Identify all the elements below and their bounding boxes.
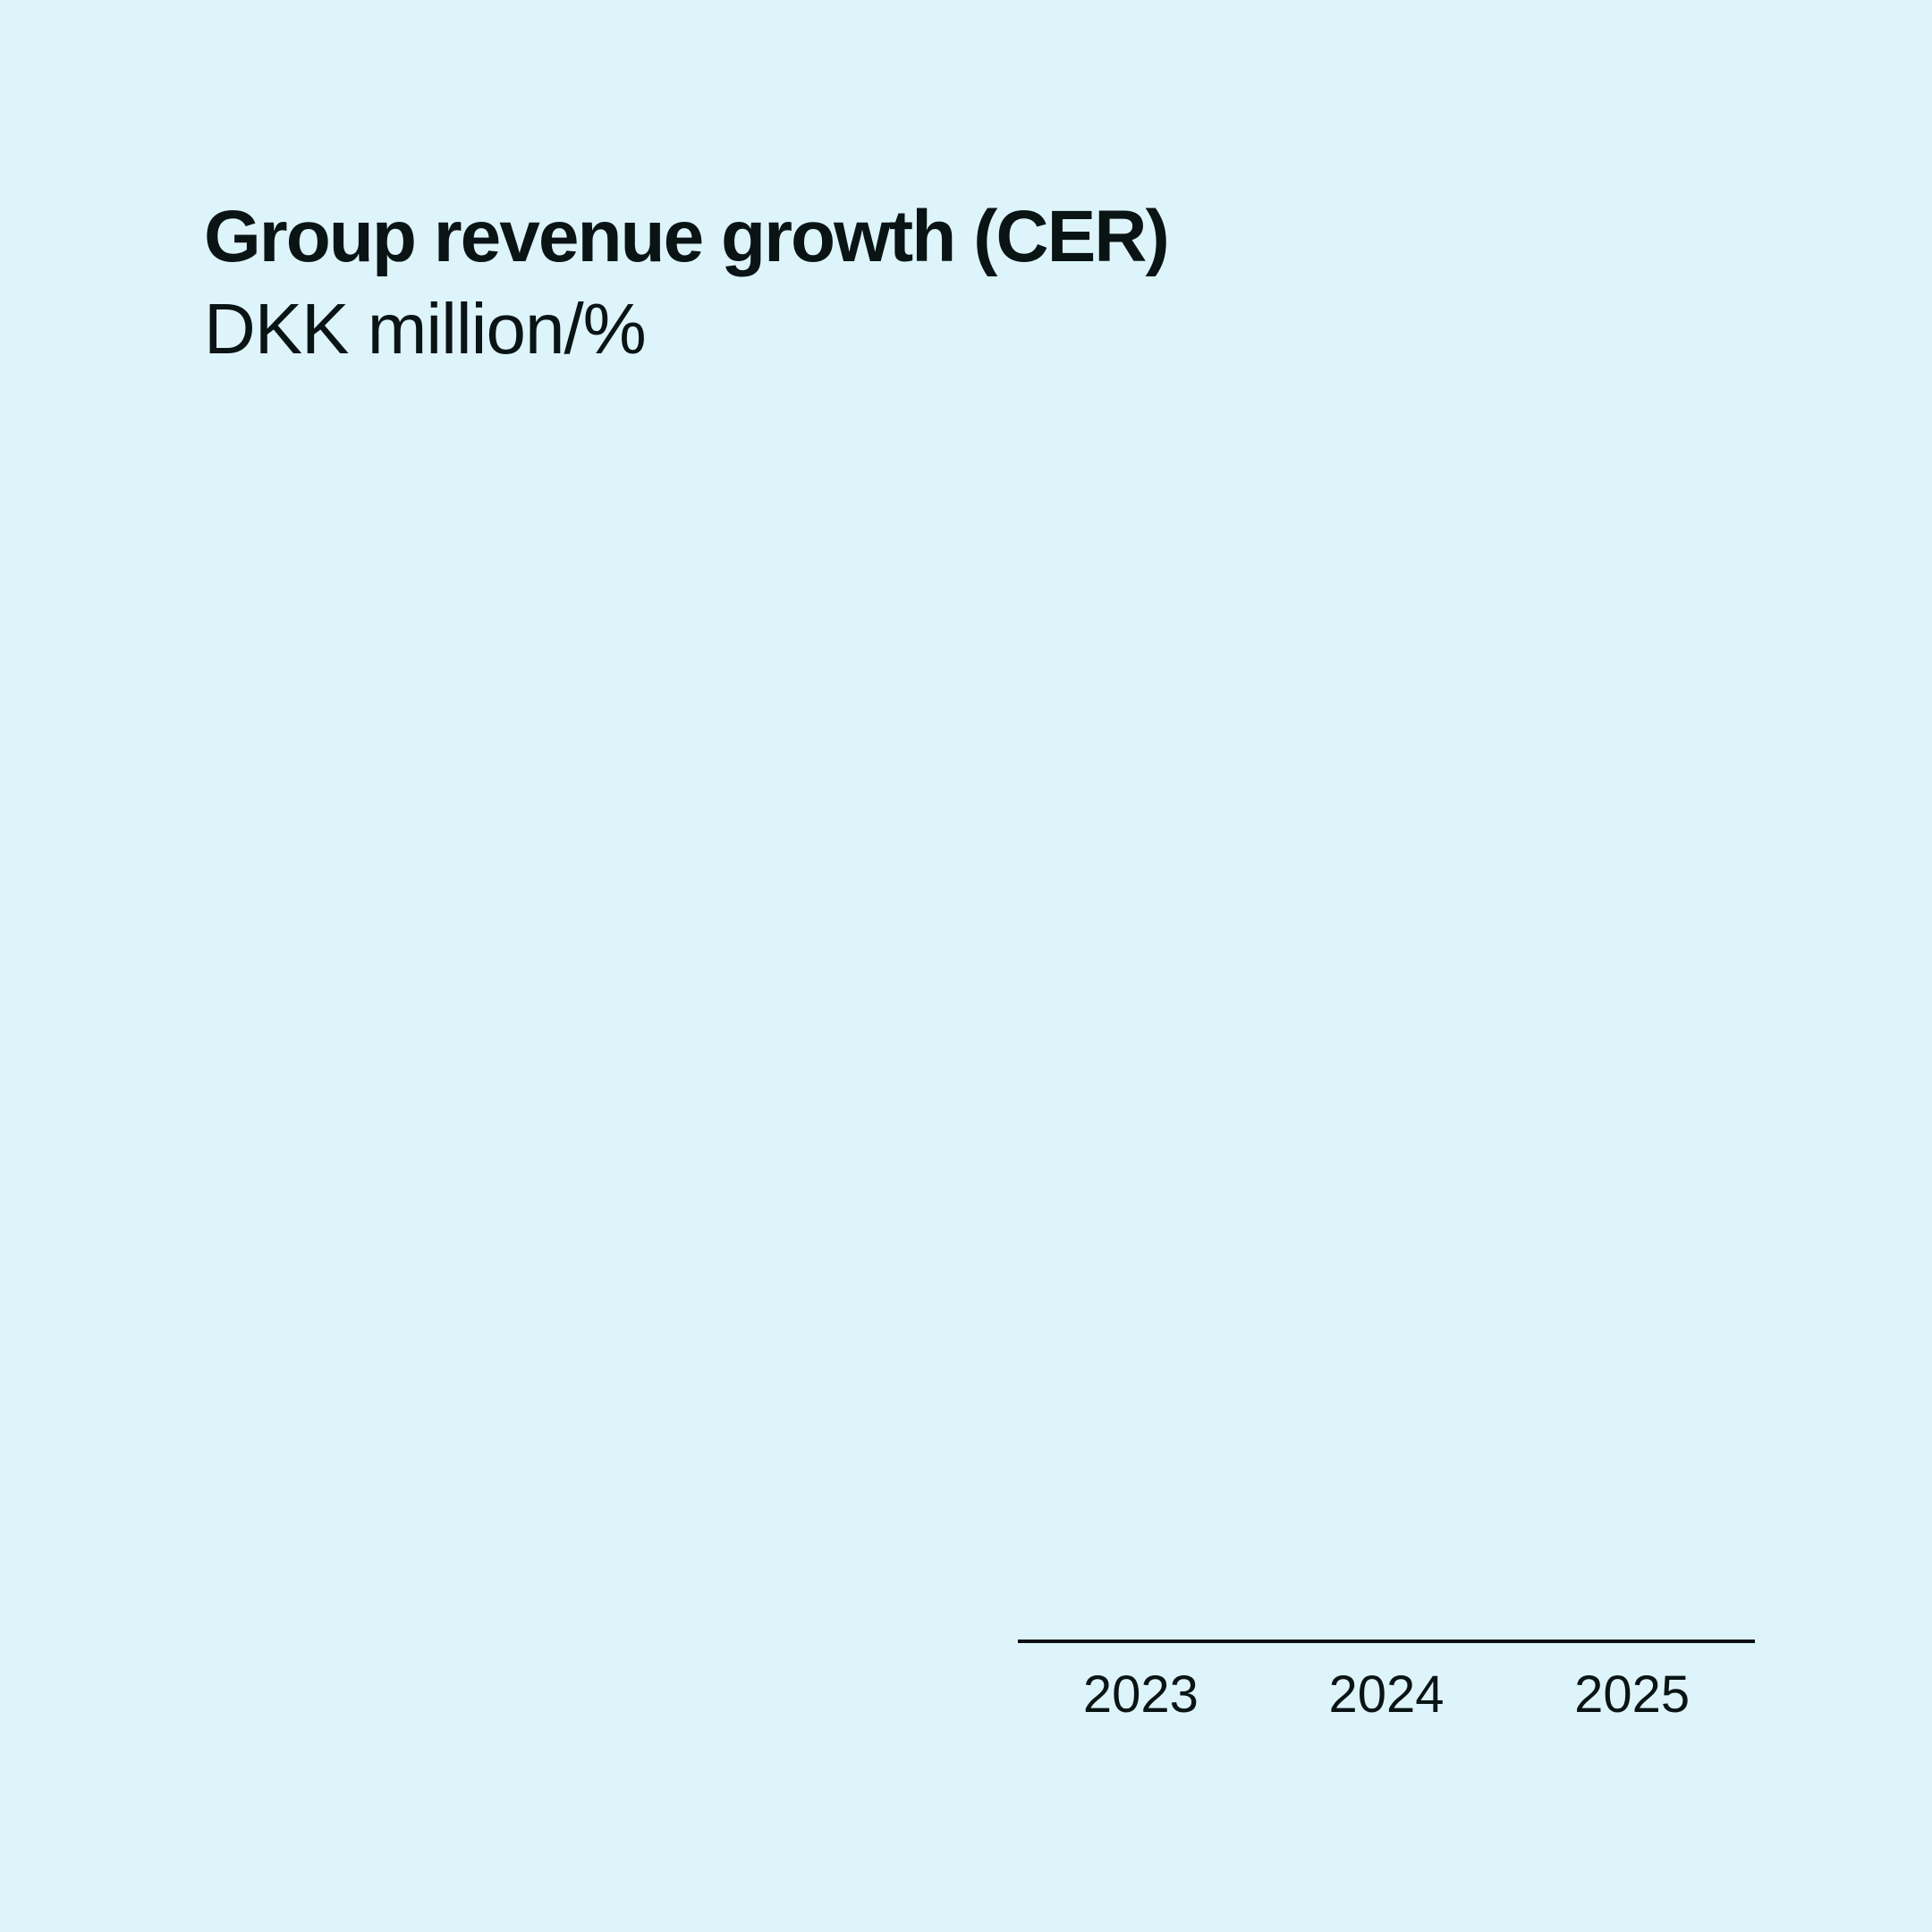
chart-title: Group revenue growth (CER) [204,196,1170,277]
x-axis-labels: 2023 2024 2025 [1018,1665,1755,1725]
x-axis-line [1018,1640,1755,1643]
x-axis-tick-label: 2025 [1574,1665,1690,1724]
x-axis-tick-label: 2023 [1082,1665,1199,1724]
plot-area [1018,385,1755,1640]
chart-subtitle: DKK million/% [204,289,647,369]
x-axis-tick-label: 2024 [1328,1665,1445,1724]
